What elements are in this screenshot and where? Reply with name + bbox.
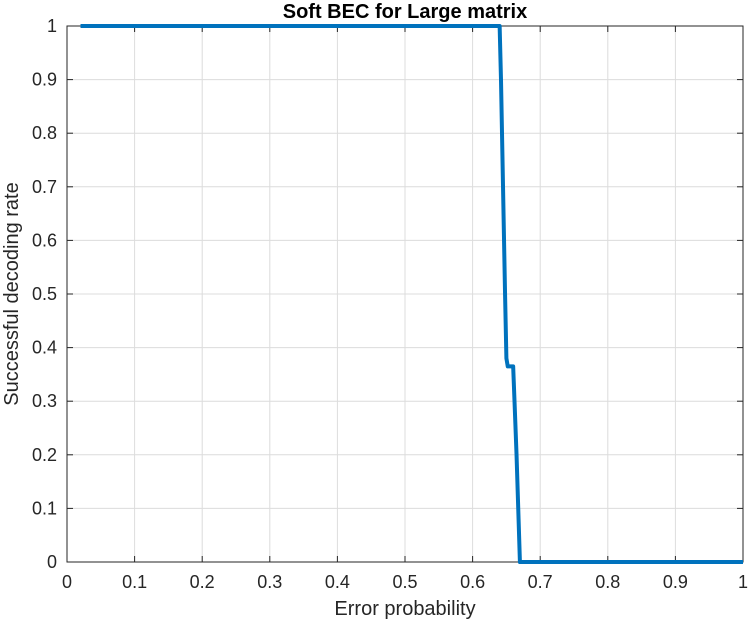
y-tick-label: 0.1 bbox=[32, 498, 57, 518]
y-tick-label: 0.2 bbox=[32, 445, 57, 465]
x-tick-label: 0.1 bbox=[122, 572, 147, 592]
x-tick-label: 0.6 bbox=[460, 572, 485, 592]
x-axis-ticks: 0 0.1 0.2 0.3 0.4 0.5 0.6 0.7 0.8 0.9 1 bbox=[62, 26, 748, 592]
series-line-0 bbox=[80, 24, 743, 564]
series-group bbox=[80, 24, 743, 564]
y-axis-ticks: 0 0.1 0.2 0.3 0.4 0.5 0.6 0.7 0.8 0.9 1 bbox=[32, 16, 743, 572]
y-tick-label: 0.4 bbox=[32, 338, 57, 358]
x-tick-label: 0.3 bbox=[257, 572, 282, 592]
y-tick-label: 0.9 bbox=[32, 70, 57, 90]
y-tick-label: 0.6 bbox=[32, 230, 57, 250]
x-tick-label: 0.4 bbox=[325, 572, 350, 592]
x-tick-label: 0.5 bbox=[392, 572, 417, 592]
x-tick-label: 0.2 bbox=[190, 572, 215, 592]
y-tick-label: 0 bbox=[47, 552, 57, 572]
y-tick-label: 0.8 bbox=[32, 123, 57, 143]
x-tick-label: 0.7 bbox=[528, 572, 553, 592]
y-tick-label: 0.7 bbox=[32, 177, 57, 197]
chart-title: Soft BEC for Large matrix bbox=[283, 1, 527, 23]
x-tick-label: 1 bbox=[738, 572, 748, 592]
y-tick-label: 1 bbox=[47, 16, 57, 36]
y-tick-label: 0.3 bbox=[32, 391, 57, 411]
x-tick-label: 0.8 bbox=[595, 572, 620, 592]
y-tick-label: 0.5 bbox=[32, 284, 57, 304]
x-tick-label: 0 bbox=[62, 572, 72, 592]
y-axis-label: Successful decoding rate bbox=[1, 182, 23, 405]
x-tick-label: 0.9 bbox=[663, 572, 688, 592]
x-axis-label: Error probability bbox=[334, 598, 475, 620]
